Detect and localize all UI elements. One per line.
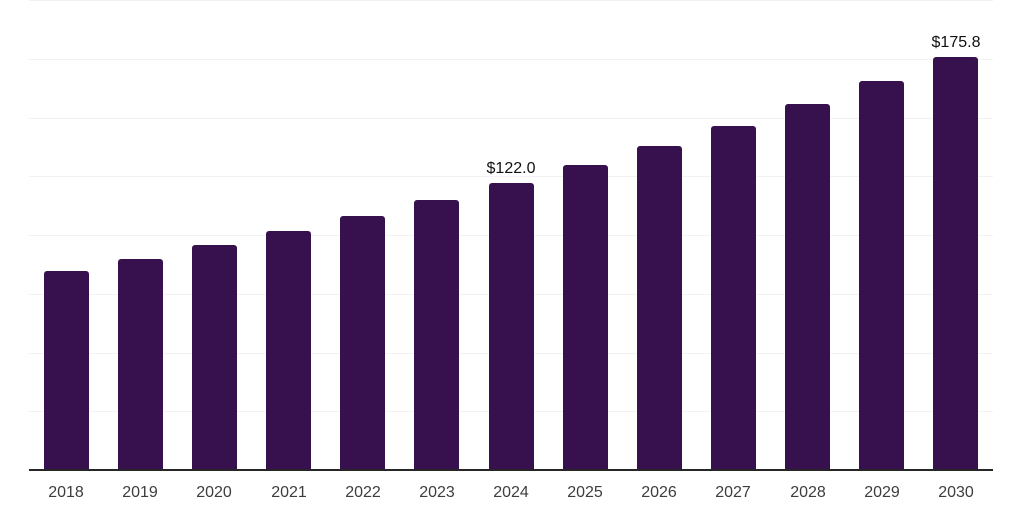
gridline bbox=[29, 118, 993, 119]
bar-2030 bbox=[933, 57, 978, 470]
bar-2024 bbox=[489, 183, 534, 470]
gridline bbox=[29, 59, 993, 60]
x-axis-label-2018: 2018 bbox=[48, 484, 84, 501]
bar-2023 bbox=[414, 200, 459, 470]
bar-2027 bbox=[711, 126, 756, 470]
x-axis: 2018 2019 2020 2021 2022 2023 2024 2025 2026 2027… bbox=[29, 470, 993, 512]
plot-area: $122.0 $175.8 bbox=[29, 0, 993, 471]
gridline bbox=[29, 0, 993, 1]
x-axis-label-2025: 2025 bbox=[567, 484, 603, 501]
x-axis-label-2023: 2023 bbox=[419, 484, 455, 501]
x-axis-line bbox=[29, 469, 993, 471]
x-axis-label-2022: 2022 bbox=[345, 484, 381, 501]
bar-2018 bbox=[44, 271, 89, 470]
x-axis-label-2030: 2030 bbox=[938, 484, 974, 501]
x-axis-label-2024: 2024 bbox=[493, 484, 529, 501]
x-axis-label-2020: 2020 bbox=[196, 484, 232, 501]
gridline bbox=[29, 176, 993, 177]
x-axis-label-2029: 2029 bbox=[864, 484, 900, 501]
x-axis-label-2028: 2028 bbox=[790, 484, 826, 501]
x-axis-label-2019: 2019 bbox=[122, 484, 158, 501]
bar-2021 bbox=[266, 231, 311, 470]
bar-value-label-2030: $175.8 bbox=[931, 34, 981, 51]
bar-2026 bbox=[637, 146, 682, 470]
bar-value-label-2024: $122.0 bbox=[486, 160, 536, 177]
bar-2019 bbox=[118, 259, 163, 471]
bar-2029 bbox=[859, 81, 904, 470]
x-axis-label-2026: 2026 bbox=[641, 484, 677, 501]
x-axis-label-2027: 2027 bbox=[715, 484, 751, 501]
bar-2025 bbox=[563, 165, 608, 470]
bar-2020 bbox=[192, 245, 237, 470]
x-axis-label-2021: 2021 bbox=[271, 484, 307, 501]
bar-2028 bbox=[785, 104, 830, 470]
bar-2022 bbox=[340, 216, 385, 470]
